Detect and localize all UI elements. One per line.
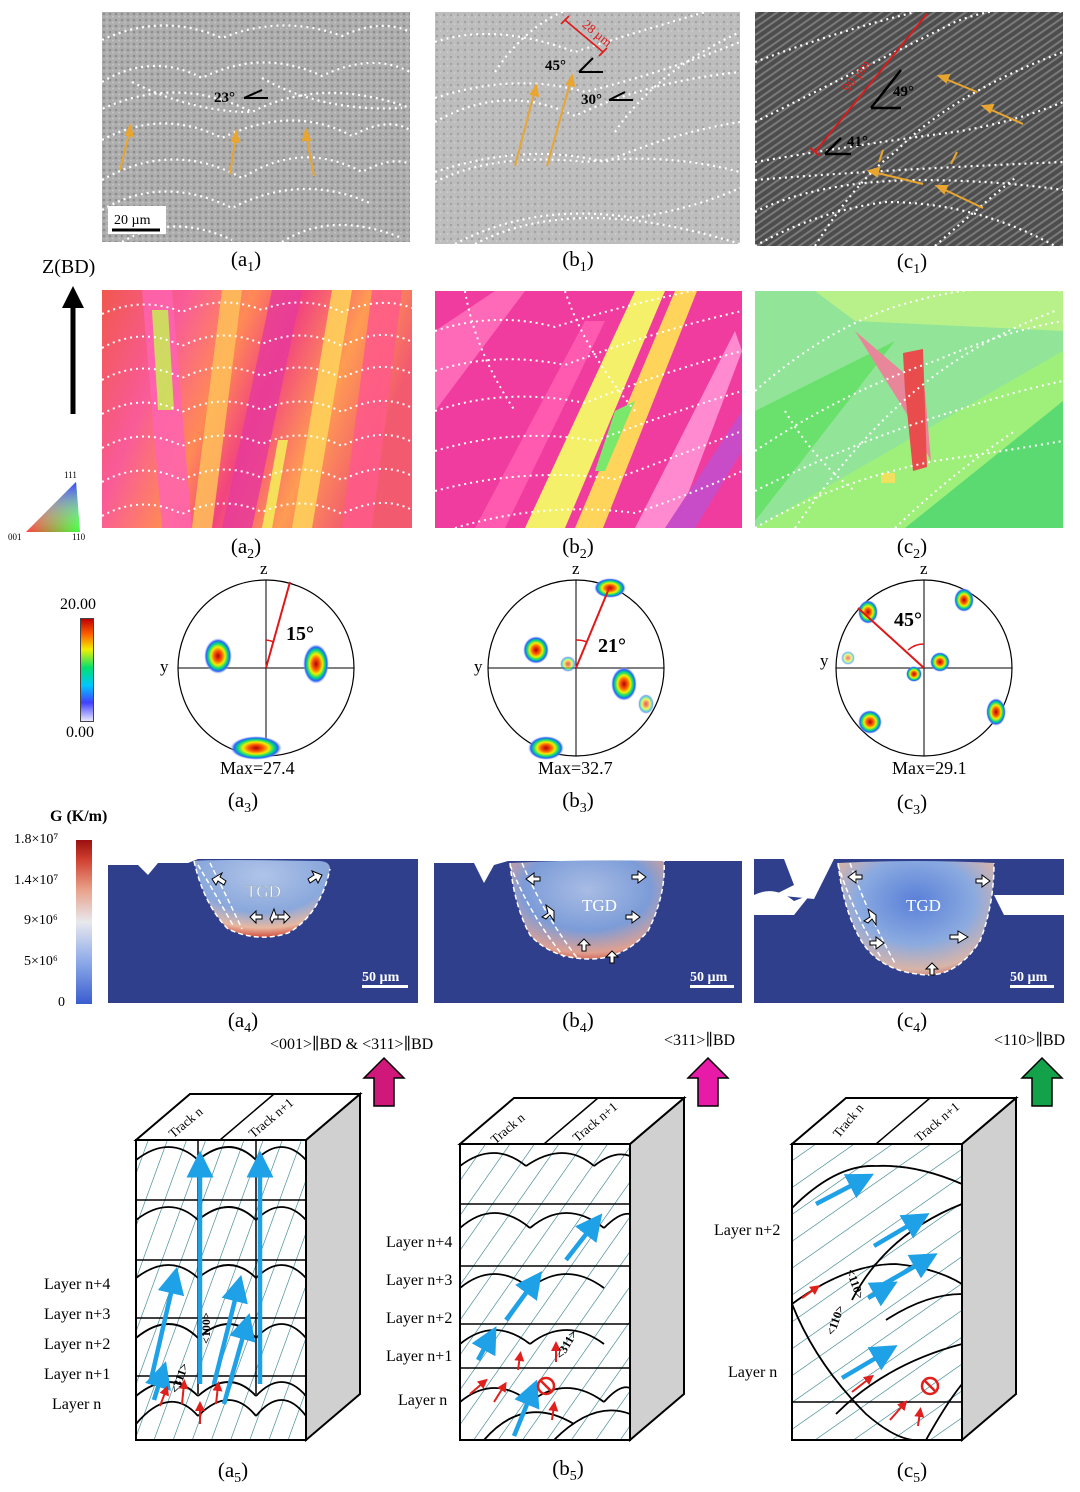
layer-label: Layer n+2 [386,1310,453,1327]
dir-100-a5: <100> [199,1312,213,1344]
tgd-label-c4: TGD [906,896,941,915]
caption-a2: (a2) [230,534,262,563]
sem-panel-a1: 23° 20 µm [102,12,410,242]
g-tick-5: 0 [58,995,65,1010]
layer-labels-a5: Layer n+4 Layer n+3 Layer n+2 Layer n+1 … [44,1270,110,1420]
caption-c1: (c1) [896,249,928,278]
ipf-image-b2 [435,291,742,528]
g-colorbar [76,840,92,1004]
pf-y-a3: y [160,657,169,676]
caption-c2: (c2) [896,534,928,563]
caption-b1: (b1) [562,247,594,276]
g-tick-1: 1.8×10⁷ [14,832,59,847]
pf-scale-min: 0.00 [66,724,94,741]
caption-b3: (b3) [562,788,594,817]
pf-scale-max: 20.00 [60,596,96,613]
sem-angle-a1: 23° [214,90,235,106]
sem-image-a1: 23° 20 µm [102,12,410,242]
scalebar-c4: 50 µm [1010,970,1048,985]
ipf-map-b2 [435,291,742,528]
g-scale-title: G (K/m) [50,808,108,825]
g-tick-3: 9×10⁶ [24,913,58,928]
texture-arrow-a5 [362,1056,406,1107]
ipf-color-key: 111 001 110 [8,470,86,542]
sem-angle1-c1: 49° [893,84,914,100]
pf-z-c3: z [920,562,928,578]
sem-panel-c1: 49° 41° 90 µm [755,12,1063,246]
caption-c4: (c4) [896,1008,928,1037]
caption-c3: (c3) [896,790,928,819]
pf-angle-c3: 45° [894,609,922,631]
layer-label: Layer n [52,1396,102,1413]
layer-label-c5-bottom: Layer n [728,1364,778,1381]
pf-y-c3: y [820,651,829,670]
scalebar-a4: 50 µm [362,970,400,985]
melt-pool-b4: TGD 50 µm [434,860,742,1003]
pf-max-c3: Max=29.1 [892,758,967,778]
pf-y-b3: y [474,657,483,676]
sem-angle1-b1: 45° [545,58,566,74]
caption-c5: (c5) [896,1458,928,1487]
pf-max-b3: Max=32.7 [538,758,613,778]
layer-label: Layer n+3 [386,1272,453,1289]
layer-label: Layer n+3 [44,1306,111,1323]
texture-label-a5: <001>∥BD & <311>∥BD [270,1036,434,1053]
bd-axis-label: Z(BD) [42,256,96,278]
sem-panel-b1: 45° 30° 28 µm [435,12,740,244]
texture-label-c5: <110>∥BD [994,1032,1066,1049]
texture-arrow-c5 [1020,1056,1064,1107]
layer-label: Layer n [398,1392,448,1409]
ipf-key-111: 111 [64,470,77,480]
ipf-image-c2 [755,291,1063,528]
layer-label: Layer n+4 [44,1276,111,1293]
layer-label: Layer n+1 [386,1348,453,1365]
ipf-key-001: 001 [8,532,22,542]
layer-labels-b5: Layer n+4 Layer n+3 Layer n+2 Layer n+1 … [386,1224,452,1420]
ipf-map-a2 [102,290,412,528]
g-tick-2: 1.4×10⁷ [14,873,59,888]
scalebar-a1: 20 µm [114,213,151,228]
sem-image-b1: 45° 30° 28 µm [435,12,740,244]
melt-pool-c4: TGD 50 µm [754,859,1064,1003]
scalebar-b4: 50 µm [690,970,728,985]
schematic-block-a5: Track n Track n+1 <311> <100> [133,1091,363,1443]
sem-angle2-b1: 30° [581,92,602,108]
g-tick-4: 5×10⁶ [24,954,58,969]
caption-b2: (b2) [562,534,594,563]
schematic-block-b5: Track n Track n+1 <311> [457,1095,687,1443]
melt-pool-a4: TGD 50 µm [108,859,418,1003]
texture-label-b5: <311>∥BD [664,1032,736,1049]
ipf-map-c2 [755,291,1063,528]
caption-b4: (b4) [562,1008,594,1037]
schematic-block-c5: Track n Track n+1 <110> <110> [789,1095,1019,1443]
caption-a1: (a1) [230,247,262,276]
pole-figure-a3: z y 15° [160,562,355,760]
caption-a3: (a3) [227,788,259,817]
tgd-label-b4: TGD [582,896,617,915]
bd-axis-arrow [62,286,84,414]
layer-label: Layer n+1 [44,1366,111,1383]
pf-z-b3: z [572,562,580,578]
pf-angle-a3: 15° [286,623,314,645]
layer-label-c5-top: Layer n+2 [714,1222,781,1239]
ipf-image-a2 [102,290,412,528]
caption-a5: (a5) [217,1458,249,1487]
sem-image-c1: 49° 41° 90 µm [755,12,1063,246]
ipf-key-110: 110 [72,532,86,542]
pole-figure-b3: z y 21° [474,562,665,760]
sem-angle2-c1: 41° [847,134,868,150]
pf-z-a3: z [260,562,268,578]
layer-label: Layer n+2 [44,1336,111,1353]
pf-angle-b3: 21° [598,635,626,657]
pf-colorbar [80,618,94,722]
layer-label: Layer n+4 [386,1234,453,1251]
texture-arrow-b5 [686,1056,730,1107]
caption-b5: (b5) [552,1456,584,1485]
pole-figure-c3: z y 45° [820,562,1013,757]
tgd-label-a4: TGD [246,882,281,901]
pf-max-a3: Max=27.4 [220,758,295,778]
caption-a4: (a4) [227,1008,259,1037]
